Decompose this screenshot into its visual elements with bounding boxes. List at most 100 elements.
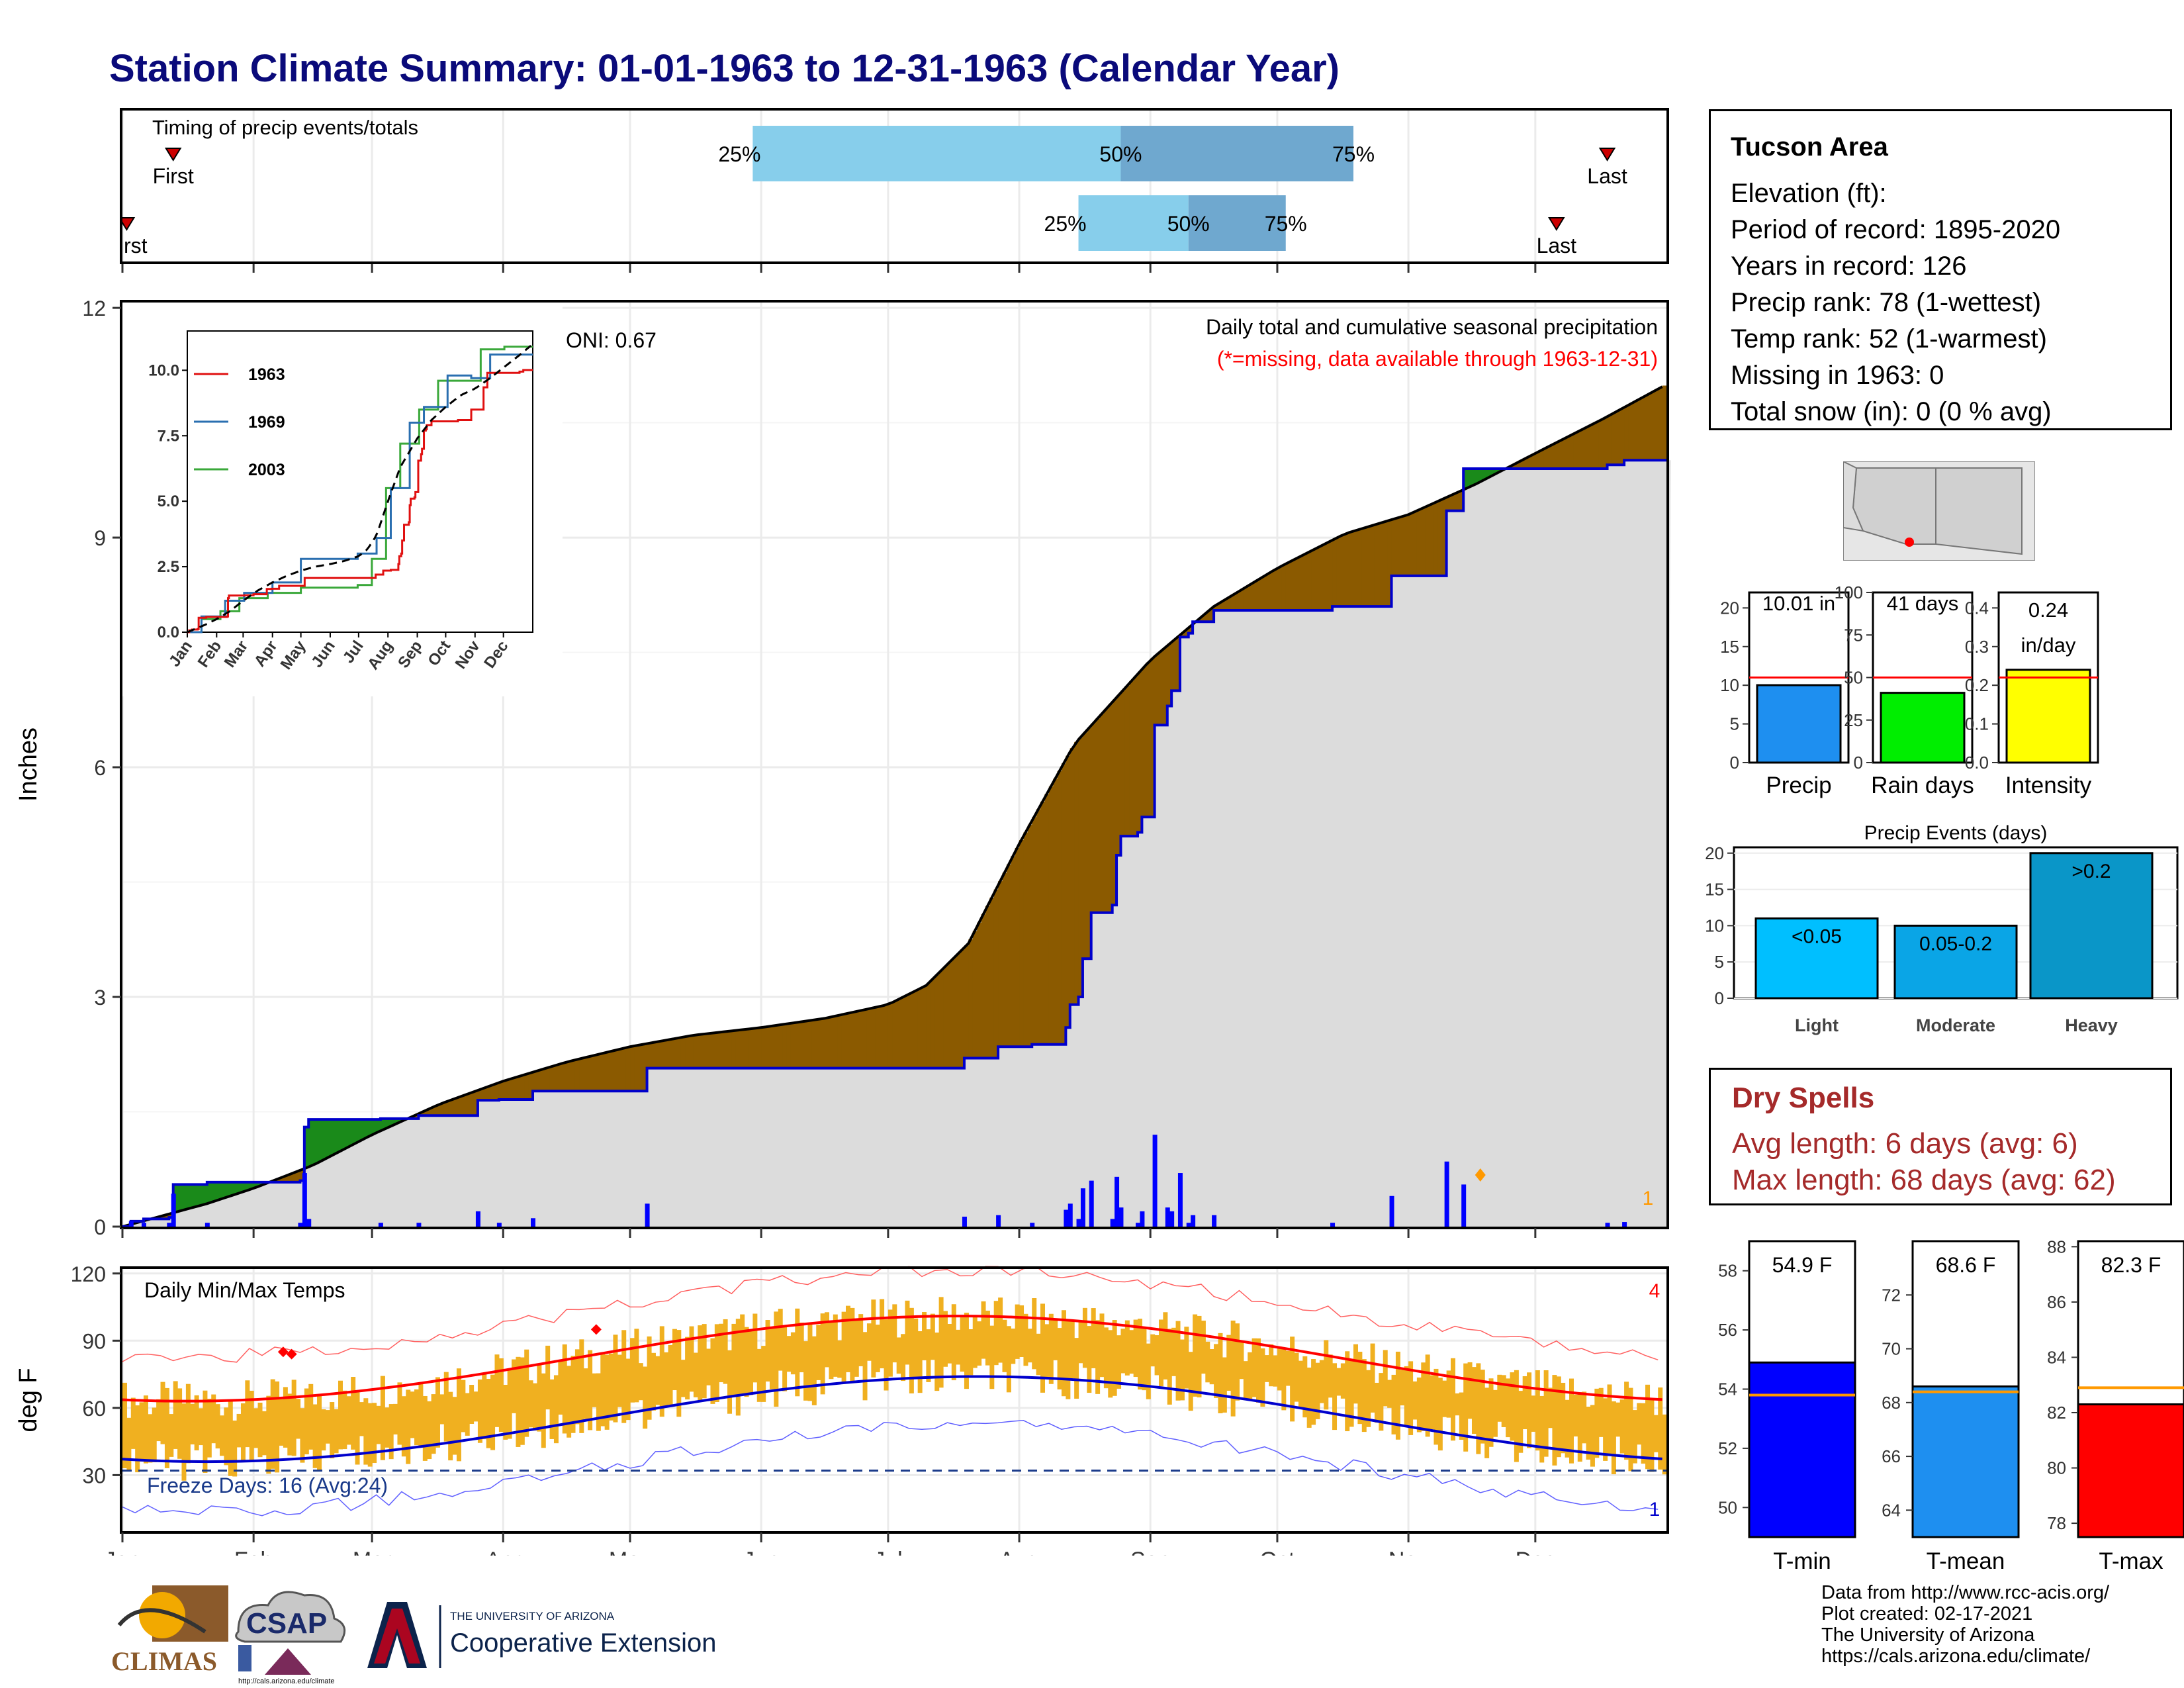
precip-ytick: 3 (94, 986, 106, 1009)
daily-temp-bar (1087, 1326, 1092, 1393)
daily-temp-bar (135, 1405, 140, 1473)
deficit-slice (588, 1056, 592, 1092)
timing-p75: 75% (1332, 142, 1375, 166)
daily-temp-bar (1522, 1376, 1527, 1430)
daily-temp-bar (1539, 1395, 1545, 1463)
deficit-slice (549, 1066, 555, 1092)
deficit-slice (1290, 560, 1295, 610)
deficit-slice (630, 1046, 635, 1092)
surplus-slice (245, 1182, 250, 1191)
daily-temp-bar (181, 1403, 187, 1481)
daily-temp-bar (1188, 1352, 1193, 1411)
deficit-slice (1243, 587, 1248, 610)
deficit-slice (837, 1015, 842, 1068)
daily-temp-bar (130, 1397, 136, 1449)
daily-temp-bar (1133, 1319, 1138, 1378)
deficit-slice (583, 1057, 588, 1092)
timing-first-marker (122, 217, 136, 231)
deficit-slice (1641, 397, 1646, 461)
deficit-slice (956, 953, 961, 1068)
station-line: Total snow (in): 0 (0 % avg) (1731, 397, 2052, 426)
daily-temp-bar (579, 1339, 584, 1433)
daily-precip-bar (1076, 1219, 1081, 1227)
deficit-slice (1124, 686, 1130, 837)
daily-temp-bar (567, 1366, 572, 1438)
deficit-slice (541, 1068, 546, 1092)
daily-temp-bar (257, 1402, 263, 1458)
observed-cumulative-line (122, 459, 1666, 1228)
mini-tick: 25 (1844, 710, 1863, 730)
daily-temp-bar (862, 1332, 868, 1401)
events-category: Heavy (2065, 1015, 2118, 1035)
daily-temp-bar (1455, 1393, 1460, 1416)
surplus-slice (1476, 468, 1481, 483)
daily-temp-bar (1543, 1370, 1549, 1457)
deficit-slice (651, 1042, 656, 1068)
daily-temp-bar (719, 1323, 724, 1383)
daily-temp-bar (1218, 1333, 1223, 1414)
daily-temp-bar (799, 1322, 804, 1373)
daily-temp-bar (422, 1395, 428, 1461)
daily-precip-bar (1118, 1207, 1124, 1227)
inset-ytick: 2.5 (158, 558, 179, 576)
daily-temp-bar (266, 1395, 271, 1474)
daily-temp-bar (435, 1377, 440, 1448)
deficit-slice (279, 1178, 284, 1182)
daily-temp-bar (448, 1391, 453, 1461)
daily-precip-bar (141, 1223, 146, 1227)
surplus-slice (304, 1127, 309, 1168)
deficit-slice (1158, 651, 1163, 726)
daily-temp-bar (275, 1381, 280, 1473)
daily-temp-bar (367, 1403, 373, 1467)
daily-temp-bar (537, 1365, 542, 1432)
daily-temp-bar (1561, 1382, 1566, 1454)
deficit-slice (786, 1023, 792, 1068)
daily-precip-bar (531, 1218, 536, 1227)
daily-temp-bar (765, 1320, 770, 1382)
normal-min-line (122, 1375, 1662, 1464)
daily-temp-bar (1535, 1370, 1540, 1451)
daily-temp-bar (977, 1321, 982, 1366)
mini-bar-precip (1756, 684, 1842, 764)
daily-temp-bar (1108, 1330, 1113, 1398)
deficit-slice (435, 1105, 440, 1116)
daily-temp-bar (160, 1382, 165, 1444)
daily-temp-bar (418, 1383, 424, 1447)
deficit-slice (1175, 637, 1181, 691)
daily-temp-bar (232, 1420, 238, 1477)
daily-temp-bar (964, 1313, 969, 1389)
surplus-slice (1467, 468, 1473, 487)
deficit-slice (862, 1009, 868, 1068)
deficit-slice (1645, 395, 1650, 461)
deficit-slice (1624, 406, 1629, 461)
deficit-slice (1455, 492, 1460, 511)
daily-temp-bar (1603, 1398, 1608, 1461)
daily-temp-bar (1653, 1415, 1659, 1452)
surplus-slice (376, 1119, 381, 1132)
mini-tick: 0.1 (1965, 714, 1989, 734)
daily-temp-bar (439, 1394, 445, 1425)
deficit-slice (833, 1015, 838, 1068)
daily-temp-bar (325, 1410, 330, 1444)
events-tick: 15 (1705, 880, 1724, 900)
precip-ylabel: Inches (15, 727, 42, 802)
daily-temp-bar (1476, 1363, 1481, 1454)
deficit-slice (1430, 504, 1434, 576)
deficit-slice (486, 1086, 491, 1101)
daily-temp-bar (833, 1314, 838, 1377)
daily-precip-bar (1030, 1223, 1035, 1227)
deficit-slice (533, 1071, 537, 1092)
daily-temp-bar (922, 1312, 927, 1360)
daily-temp-bar (1273, 1355, 1278, 1387)
daily-temp-bar (393, 1403, 398, 1434)
deficit-slice (558, 1064, 563, 1092)
daily-precip-bar (306, 1219, 312, 1227)
daily-precip-bar (962, 1216, 967, 1227)
deficit-slice (1201, 615, 1206, 622)
daily-temp-bar (541, 1373, 546, 1448)
deficit-slice (769, 1025, 774, 1068)
daily-temp-bar (355, 1392, 360, 1465)
daily-temp-bar (253, 1408, 259, 1448)
mini-tick: 5 (1730, 714, 1739, 734)
deficit-slice (981, 914, 986, 1058)
